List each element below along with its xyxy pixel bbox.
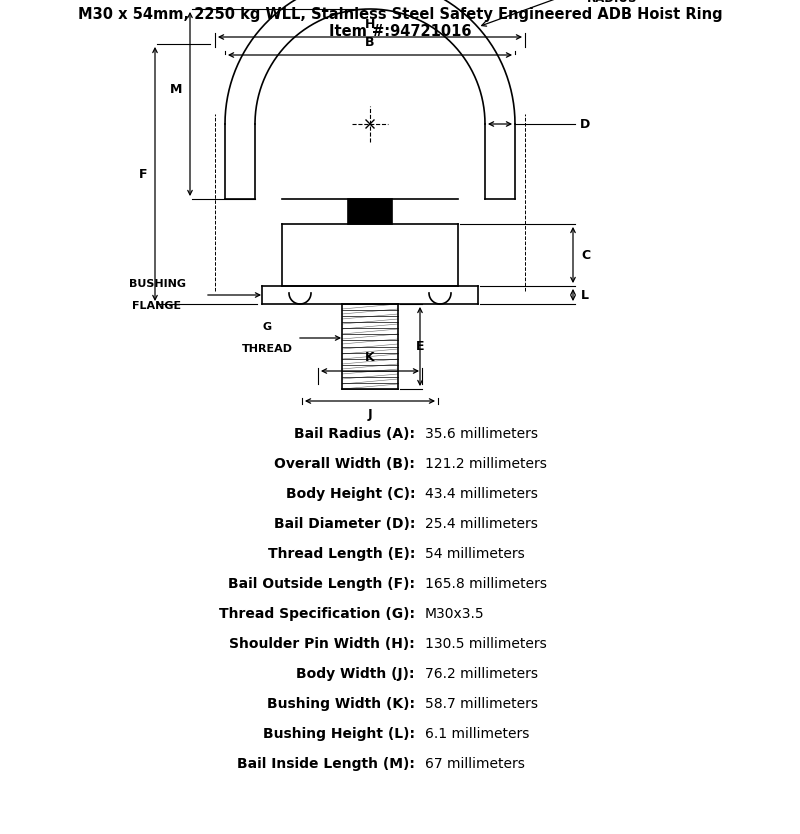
- Text: Body Height (C):: Body Height (C):: [286, 487, 415, 501]
- Text: Bail Outside Length (F):: Bail Outside Length (F):: [228, 577, 415, 591]
- Text: 35.6 millimeters: 35.6 millimeters: [425, 427, 538, 441]
- Text: RADIUS: RADIUS: [587, 0, 638, 5]
- Text: M: M: [170, 83, 182, 96]
- Text: Body Width (J):: Body Width (J):: [297, 667, 415, 681]
- Text: 67 millimeters: 67 millimeters: [425, 757, 525, 771]
- Text: Overall Width (B):: Overall Width (B):: [274, 457, 415, 471]
- Text: 43.4 millimeters: 43.4 millimeters: [425, 487, 538, 501]
- Bar: [348, 199, 392, 224]
- Text: C: C: [581, 249, 590, 262]
- Text: 6.1 millimeters: 6.1 millimeters: [425, 727, 530, 741]
- Text: 121.2 millimeters: 121.2 millimeters: [425, 457, 547, 471]
- Text: 25.4 millimeters: 25.4 millimeters: [425, 517, 538, 531]
- Text: H: H: [365, 18, 375, 31]
- Text: FLANGE: FLANGE: [133, 301, 182, 311]
- Text: B: B: [366, 36, 374, 49]
- Text: L: L: [581, 289, 589, 302]
- Text: Item #:94721016: Item #:94721016: [329, 23, 471, 38]
- Text: 165.8 millimeters: 165.8 millimeters: [425, 577, 547, 591]
- Text: D: D: [580, 118, 590, 130]
- Text: Thread Length (E):: Thread Length (E):: [268, 547, 415, 561]
- Text: Bushing Height (L):: Bushing Height (L):: [263, 727, 415, 741]
- Text: K: K: [365, 351, 375, 364]
- Text: Shoulder Pin Width (H):: Shoulder Pin Width (H):: [230, 637, 415, 651]
- Text: BUSHING: BUSHING: [129, 279, 186, 289]
- Text: Bail Inside Length (M):: Bail Inside Length (M):: [237, 757, 415, 771]
- Text: J: J: [368, 408, 372, 421]
- Text: M30 x 54mm, 2250 kg WLL, Stainless Steel Safety Engineered ADB Hoist Ring: M30 x 54mm, 2250 kg WLL, Stainless Steel…: [78, 7, 722, 22]
- Text: Thread Specification (G):: Thread Specification (G):: [219, 607, 415, 621]
- Text: 54 millimeters: 54 millimeters: [425, 547, 525, 561]
- Text: THREAD: THREAD: [242, 344, 293, 354]
- Text: 58.7 millimeters: 58.7 millimeters: [425, 697, 538, 711]
- Text: Bail Diameter (D):: Bail Diameter (D):: [274, 517, 415, 531]
- Text: Bushing Width (K):: Bushing Width (K):: [267, 697, 415, 711]
- Text: F: F: [138, 168, 147, 180]
- Text: E: E: [416, 340, 424, 353]
- Text: 130.5 millimeters: 130.5 millimeters: [425, 637, 546, 651]
- Text: M30x3.5: M30x3.5: [425, 607, 485, 621]
- Text: G: G: [262, 322, 271, 332]
- Text: 76.2 millimeters: 76.2 millimeters: [425, 667, 538, 681]
- Text: Bail Radius (A):: Bail Radius (A):: [294, 427, 415, 441]
